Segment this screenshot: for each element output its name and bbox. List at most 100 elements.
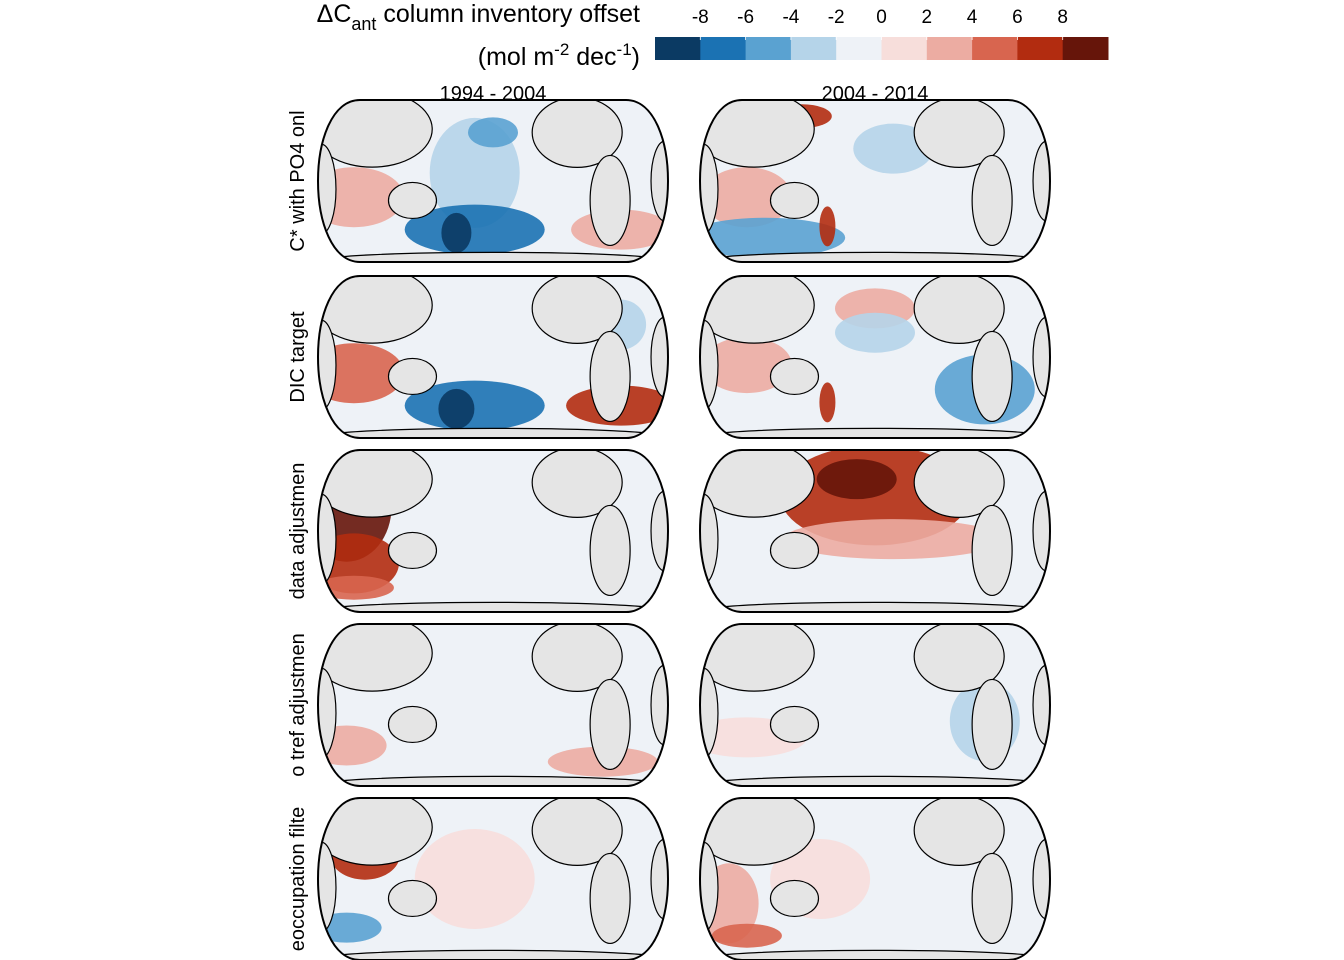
colorbar-bin: [972, 37, 1018, 60]
anomaly-patch: [701, 167, 792, 228]
map-outline: [699, 99, 1051, 263]
land: [913, 798, 1005, 867]
map-panel: [318, 624, 668, 786]
land: [700, 624, 815, 692]
land: [700, 100, 815, 168]
map-outline: [317, 99, 669, 263]
row-label: data adjustmen: [287, 463, 309, 600]
anomaly-patch: [819, 382, 836, 423]
anomaly-patch: [468, 117, 518, 148]
row-label-group: data adjustmen: [287, 463, 309, 600]
row-label: DIC target: [287, 311, 309, 403]
land: [387, 181, 438, 220]
colorbar-tick-label: 2: [922, 7, 933, 28]
anomaly-patch: [835, 312, 915, 353]
land: [971, 154, 1013, 247]
land: [387, 705, 438, 744]
column-label: 1994 - 2004: [440, 83, 547, 105]
anomaly-patch: [404, 380, 545, 431]
legend-title: ΔCant column inventory offset: [317, 0, 640, 34]
land: [704, 251, 1046, 262]
land: [971, 330, 1013, 423]
colorbar-tick-label: -2: [828, 7, 845, 28]
anomaly-patch: [441, 212, 472, 253]
land: [913, 276, 1005, 344]
map-panel: [700, 276, 1050, 438]
anomaly-patch: [853, 123, 934, 174]
land: [769, 531, 820, 570]
land: [913, 624, 1005, 693]
anomaly-patch: [414, 829, 535, 929]
land: [322, 427, 664, 438]
map-outline: [317, 275, 669, 439]
land: [971, 678, 1013, 771]
land: [700, 798, 815, 866]
title-subscript: ant: [351, 14, 376, 34]
land: [769, 705, 820, 744]
anomaly-patch: [783, 519, 1004, 560]
map-outline: [699, 623, 1051, 787]
anomaly-patch: [404, 204, 545, 255]
land: [318, 100, 433, 168]
row-label-group: o tref adjustmen: [287, 633, 309, 776]
map-panel: [700, 624, 1050, 786]
land: [700, 493, 719, 585]
land: [318, 667, 337, 759]
colorbar-tick-label: -8: [692, 7, 709, 28]
land: [322, 251, 664, 262]
row-label: C* with PO4 onl: [287, 110, 309, 251]
row-label-group: C* with PO4 onl: [287, 110, 309, 251]
land: [531, 450, 623, 518]
anomaly-patch: [819, 206, 836, 247]
land: [913, 100, 1005, 168]
map-outline: [699, 275, 1051, 439]
title-part: column inventory offset: [376, 0, 640, 28]
row-label-group: eoccupation filte: [287, 807, 309, 952]
land: [531, 798, 623, 867]
map-panel: [700, 450, 1050, 612]
land: [971, 504, 1013, 597]
map-panel: [318, 276, 668, 438]
row-label-group: DIC target: [287, 311, 309, 403]
map-outline: [317, 449, 669, 613]
land: [700, 319, 719, 411]
colorbar-tick-label: 6: [1012, 7, 1023, 28]
row-label: eoccupation filte: [287, 807, 309, 952]
colorbar-tick-label: -4: [782, 7, 799, 28]
land: [322, 601, 664, 612]
map-grid: 1994 - 2004 2004 - 2014 C* with PO4 onl DIC…: [287, 83, 1051, 960]
unit-superscript: -1: [617, 40, 632, 59]
land: [700, 143, 719, 235]
colorbar-tick-label: -6: [737, 7, 754, 28]
map-panel: [700, 798, 1050, 960]
land: [589, 504, 631, 597]
land: [531, 276, 623, 344]
land: [769, 357, 820, 396]
legend-unit: (mol m-2 dec-1): [478, 40, 640, 71]
land: [318, 624, 433, 692]
map-outline: [317, 623, 669, 787]
map-panel: [318, 100, 668, 262]
colorbar: -8 -6 -4 -2 0 2 4 6 8: [655, 7, 1109, 60]
land: [700, 450, 815, 518]
land: [318, 841, 337, 933]
colorbar-bin: [700, 37, 747, 60]
land: [700, 667, 719, 759]
land: [700, 276, 815, 344]
anomaly-patch: [711, 923, 782, 948]
colorbar-bin: [655, 37, 701, 60]
land: [700, 841, 719, 933]
land: [387, 879, 438, 918]
land: [589, 330, 631, 423]
land: [704, 427, 1046, 438]
land: [589, 852, 631, 945]
map-outline: [317, 797, 669, 960]
unit-part: dec: [569, 43, 616, 71]
land: [318, 143, 337, 235]
unit-part: (mol m: [478, 43, 554, 71]
land: [387, 357, 438, 396]
land: [531, 100, 623, 168]
land: [589, 678, 631, 771]
colorbar-tick-label: 8: [1057, 7, 1068, 28]
